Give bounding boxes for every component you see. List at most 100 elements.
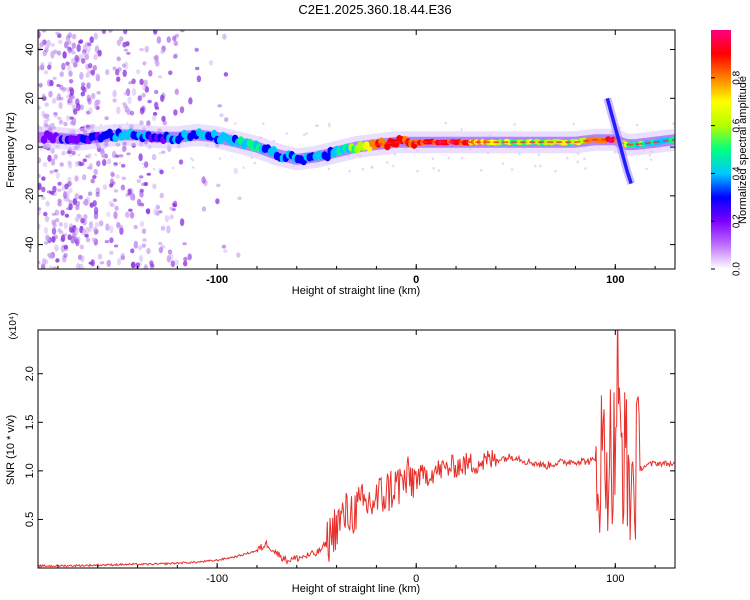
noise-speck: [95, 105, 100, 110]
noise-speck: [83, 214, 88, 220]
noise-speck: [89, 202, 94, 208]
noise-speck: [501, 162, 505, 165]
noise-speck: [69, 47, 74, 52]
noise-speck: [123, 91, 128, 96]
noise-speck: [158, 152, 162, 155]
noise-speck: [57, 198, 62, 203]
noise-speck: [104, 240, 110, 244]
noise-speck: [153, 58, 159, 65]
noise-speck: [141, 228, 147, 234]
noise-speck: [221, 244, 227, 249]
noise-speck: [160, 49, 165, 55]
noise-speck: [94, 153, 97, 156]
noise-speck: [105, 69, 110, 76]
noise-speck: [162, 120, 167, 126]
spectrogram-frame: [37, 29, 676, 270]
noise-speck: [154, 106, 160, 110]
noise-speck: [222, 33, 227, 40]
noise-speck: [156, 36, 162, 44]
noise-speck: [127, 188, 132, 196]
noise-speck: [106, 259, 112, 267]
noise-speck: [75, 56, 80, 64]
noise-speck: [94, 45, 100, 54]
noise-speck: [122, 69, 127, 78]
noise-speck: [141, 92, 146, 98]
noise-speck: [460, 156, 464, 160]
noise-speck: [169, 206, 174, 211]
noise-speck: [121, 145, 127, 153]
noise-speck: [53, 112, 58, 116]
noise-speck: [56, 83, 61, 88]
noise-speck: [60, 244, 66, 253]
noise-speck: [96, 264, 101, 269]
noise-speck: [139, 107, 145, 115]
noise-speck: [38, 83, 43, 88]
noise-speck: [80, 255, 85, 263]
noise-speck: [109, 178, 115, 186]
noise-speck: [137, 95, 142, 102]
noise-speck: [152, 111, 158, 116]
noise-speck: [196, 75, 202, 83]
noise-speck: [432, 166, 436, 170]
noise-speck: [71, 118, 77, 127]
noise-speck: [124, 61, 129, 70]
noise-speck: [87, 97, 92, 105]
noise-speck: [160, 94, 165, 103]
noise-speck: [147, 99, 152, 104]
noise-speck: [224, 117, 229, 123]
noise-speck: [42, 50, 47, 57]
noise-speck: [61, 152, 65, 156]
noise-speck: [38, 173, 41, 179]
noise-speck: [71, 150, 76, 156]
noise-speck: [370, 165, 374, 169]
noise-speck: [88, 261, 93, 265]
ridge-blob: [324, 153, 331, 162]
noise-speck: [130, 261, 136, 269]
y-tick-label: 20: [24, 92, 36, 104]
noise-speck: [327, 167, 331, 171]
noise-speck: [95, 76, 101, 82]
noise-speck: [173, 40, 178, 46]
noise-speck: [91, 237, 97, 242]
snr-frame: [37, 329, 676, 569]
noise-speck: [41, 30, 47, 33]
noise-speck: [145, 208, 151, 215]
noise-speck: [68, 202, 73, 211]
noise-speck: [315, 124, 318, 128]
noise-speck: [233, 167, 238, 174]
noise-speck: [67, 65, 72, 72]
noise-speck: [68, 79, 74, 84]
noise-speck: [40, 64, 45, 71]
noise-speck: [65, 61, 70, 66]
noise-speck: [77, 254, 83, 260]
noise-speck: [77, 153, 81, 157]
noise-speck: [96, 99, 101, 105]
noise-speck: [75, 204, 80, 211]
noise-speck: [253, 161, 257, 165]
noise-speck: [110, 172, 116, 177]
noise-speck: [123, 48, 129, 52]
noise-speck: [85, 154, 90, 159]
noise-speck: [120, 184, 126, 191]
noise-speck: [69, 116, 74, 120]
noise-speck: [90, 69, 96, 76]
noise-speck: [73, 108, 78, 115]
colorbar-tick-label: 0.4: [732, 166, 743, 180]
noise-speck: [99, 220, 104, 227]
noise-speck: [57, 181, 62, 186]
noise-speck: [101, 30, 107, 35]
noise-speck: [58, 102, 63, 109]
noise-speck: [62, 51, 67, 59]
noise-speck: [84, 54, 90, 61]
noise-speck: [169, 253, 174, 260]
noise-speck: [93, 54, 98, 60]
noise-speck: [101, 152, 105, 156]
noise-speck: [173, 53, 179, 59]
noise-speck: [113, 189, 119, 193]
noise-speck: [174, 259, 179, 266]
noise-speck: [42, 161, 48, 168]
noise-speck: [38, 65, 41, 71]
noise-speck: [92, 175, 97, 179]
noise-speck: [68, 226, 74, 233]
noise-speck: [431, 157, 435, 160]
